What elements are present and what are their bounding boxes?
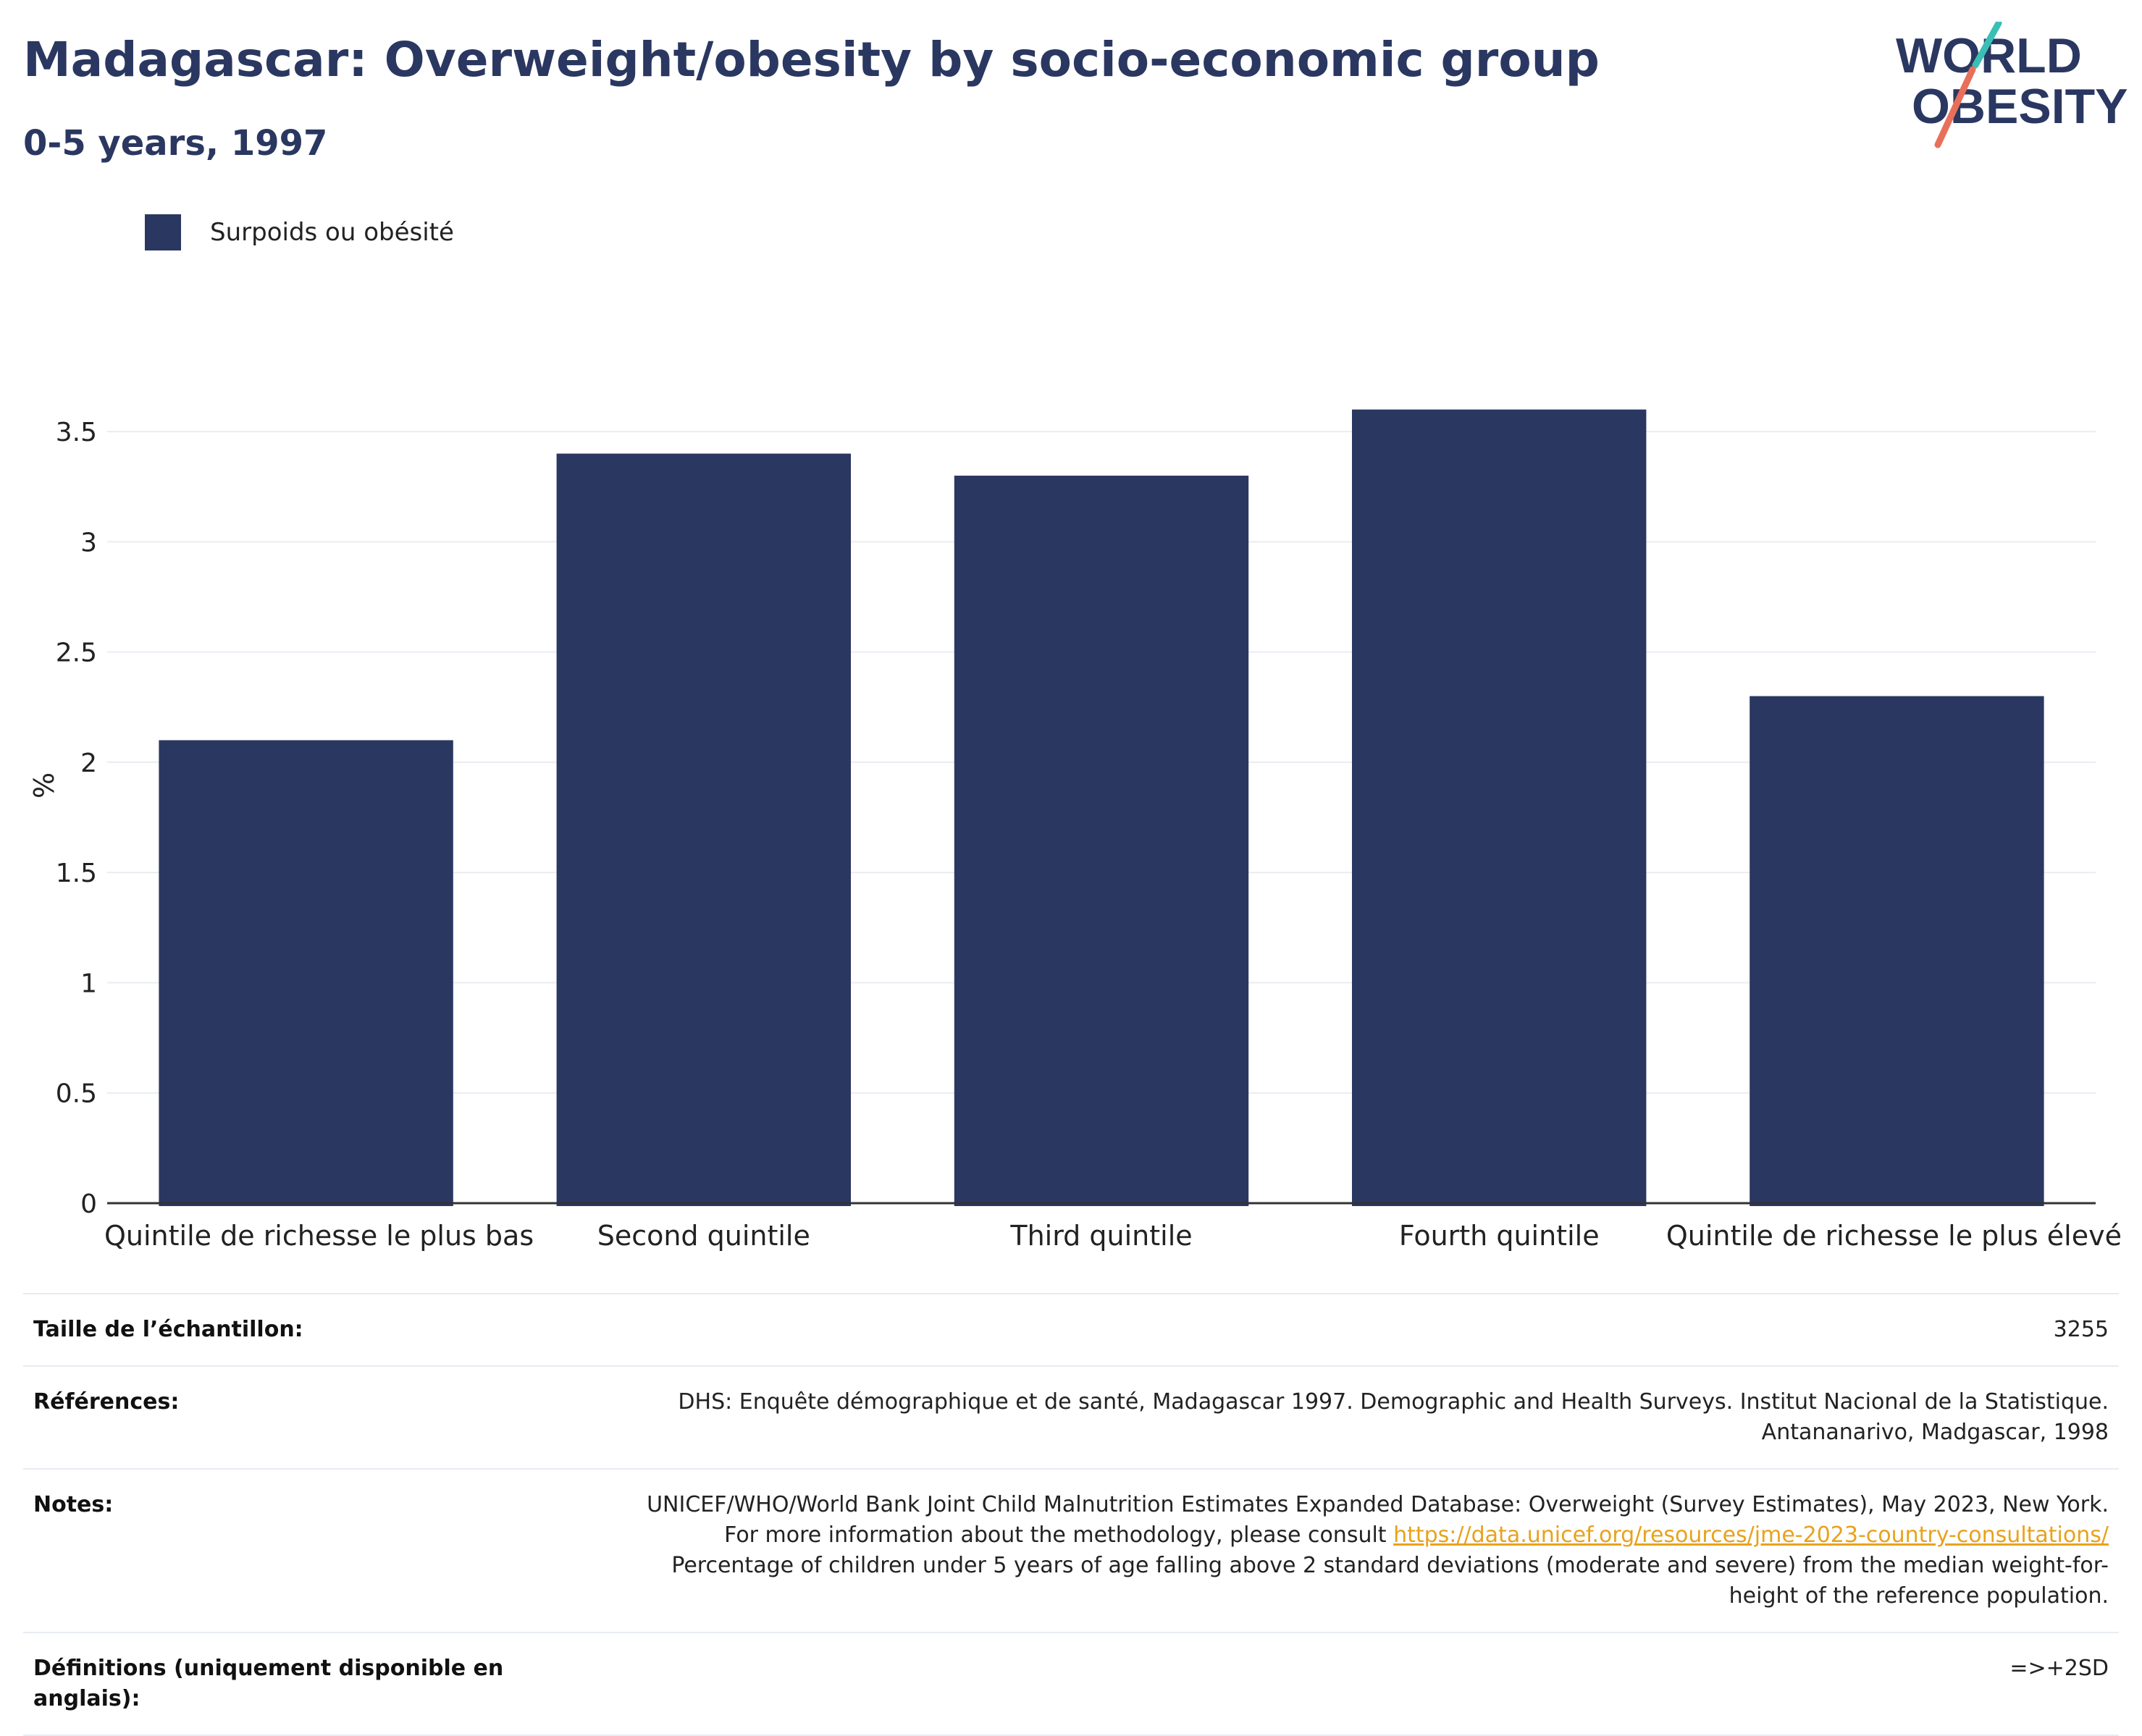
x-tick-label: Second quintile xyxy=(597,1220,810,1252)
meta-val-notes: UNICEF/WHO/World Bank Joint Child Malnut… xyxy=(624,1490,2109,1611)
meta-row-notes: Notes: UNICEF/WHO/World Bank Joint Child… xyxy=(23,1468,2119,1632)
bar[interactable] xyxy=(556,453,852,1206)
meta-key-notes: Notes: xyxy=(33,1492,114,1517)
meta-key-sample-size: Taille de l’échantillon: xyxy=(33,1317,303,1342)
legend-label: Surpoids ou obésité xyxy=(210,218,454,247)
y-tick-label: 2.5 xyxy=(56,639,97,668)
bar[interactable] xyxy=(1750,696,2044,1206)
bar-chart: 0 0.5 1 1.5 2 2.5 3 3.5 Quintile de richesse le … xyxy=(28,409,2122,1252)
notes-text-before: UNICEF/WHO/World Bank Joint Child Malnut… xyxy=(647,1492,2109,1548)
x-tick-label: Quintile de richesse le plus bas xyxy=(104,1220,534,1252)
methodology-link[interactable]: https://data.unicef.org/resources/jme-20… xyxy=(1393,1522,2109,1548)
y-tick-label: 2 xyxy=(80,749,97,778)
bars xyxy=(159,409,2044,1207)
meta-key-references: Références: xyxy=(33,1389,180,1415)
logo-slash-coral xyxy=(1934,66,1976,148)
notes-text-after: Percentage of children under 5 years of … xyxy=(671,1553,2109,1609)
meta-val-sample-size: 3255 xyxy=(2053,1317,2109,1342)
x-tick-label: Quintile de richesse le plus élevé xyxy=(1666,1220,2122,1252)
y-tick-label: 1.5 xyxy=(56,859,97,888)
y-tick-label: 1 xyxy=(80,969,97,998)
world-obesity-logo: WORLD OBESITY xyxy=(1896,22,2128,148)
logo-slash-teal xyxy=(1972,22,2002,69)
bar[interactable] xyxy=(159,740,453,1206)
meta-row-references: Références: DHS: Enquête démographique e… xyxy=(23,1365,2119,1468)
meta-val-definitions: =>+2SD xyxy=(2009,1656,2109,1681)
bar[interactable] xyxy=(1351,409,1647,1207)
meta-row-sample-size: Taille de l’échantillon: 3255 xyxy=(23,1293,2119,1365)
axes: 0 0.5 1 1.5 2 2.5 3 3.5 Quintile de richesse le … xyxy=(56,418,2122,1252)
y-axis-label: % xyxy=(28,772,60,799)
y-tick-label: 3.5 xyxy=(56,418,97,447)
chart-subtitle: 0-5 years, 1997 xyxy=(23,123,328,164)
y-tick-label: 0.5 xyxy=(56,1079,97,1109)
legend-swatch xyxy=(145,214,181,250)
chart-title: Madagascar: Overweight/obesity by socio-… xyxy=(23,32,1600,88)
metadata-table: Taille de l’échantillon: 3255 Références… xyxy=(23,1293,2119,1736)
meta-row-definitions: Définitions (uniquement disponible en an… xyxy=(23,1632,2119,1736)
x-tick-label: Third quintile xyxy=(1009,1220,1192,1252)
y-tick-label: 3 xyxy=(80,528,97,557)
y-tick-label: 0 xyxy=(80,1189,97,1219)
bar[interactable] xyxy=(954,476,1249,1206)
meta-val-references: DHS: Enquête démographique et de santé, … xyxy=(678,1389,2109,1445)
meta-key-definitions: Définitions (uniquement disponible en an… xyxy=(33,1656,504,1711)
x-tick-label: Fourth quintile xyxy=(1399,1220,1600,1252)
chart-legend[interactable]: Surpoids ou obésité xyxy=(145,214,454,250)
